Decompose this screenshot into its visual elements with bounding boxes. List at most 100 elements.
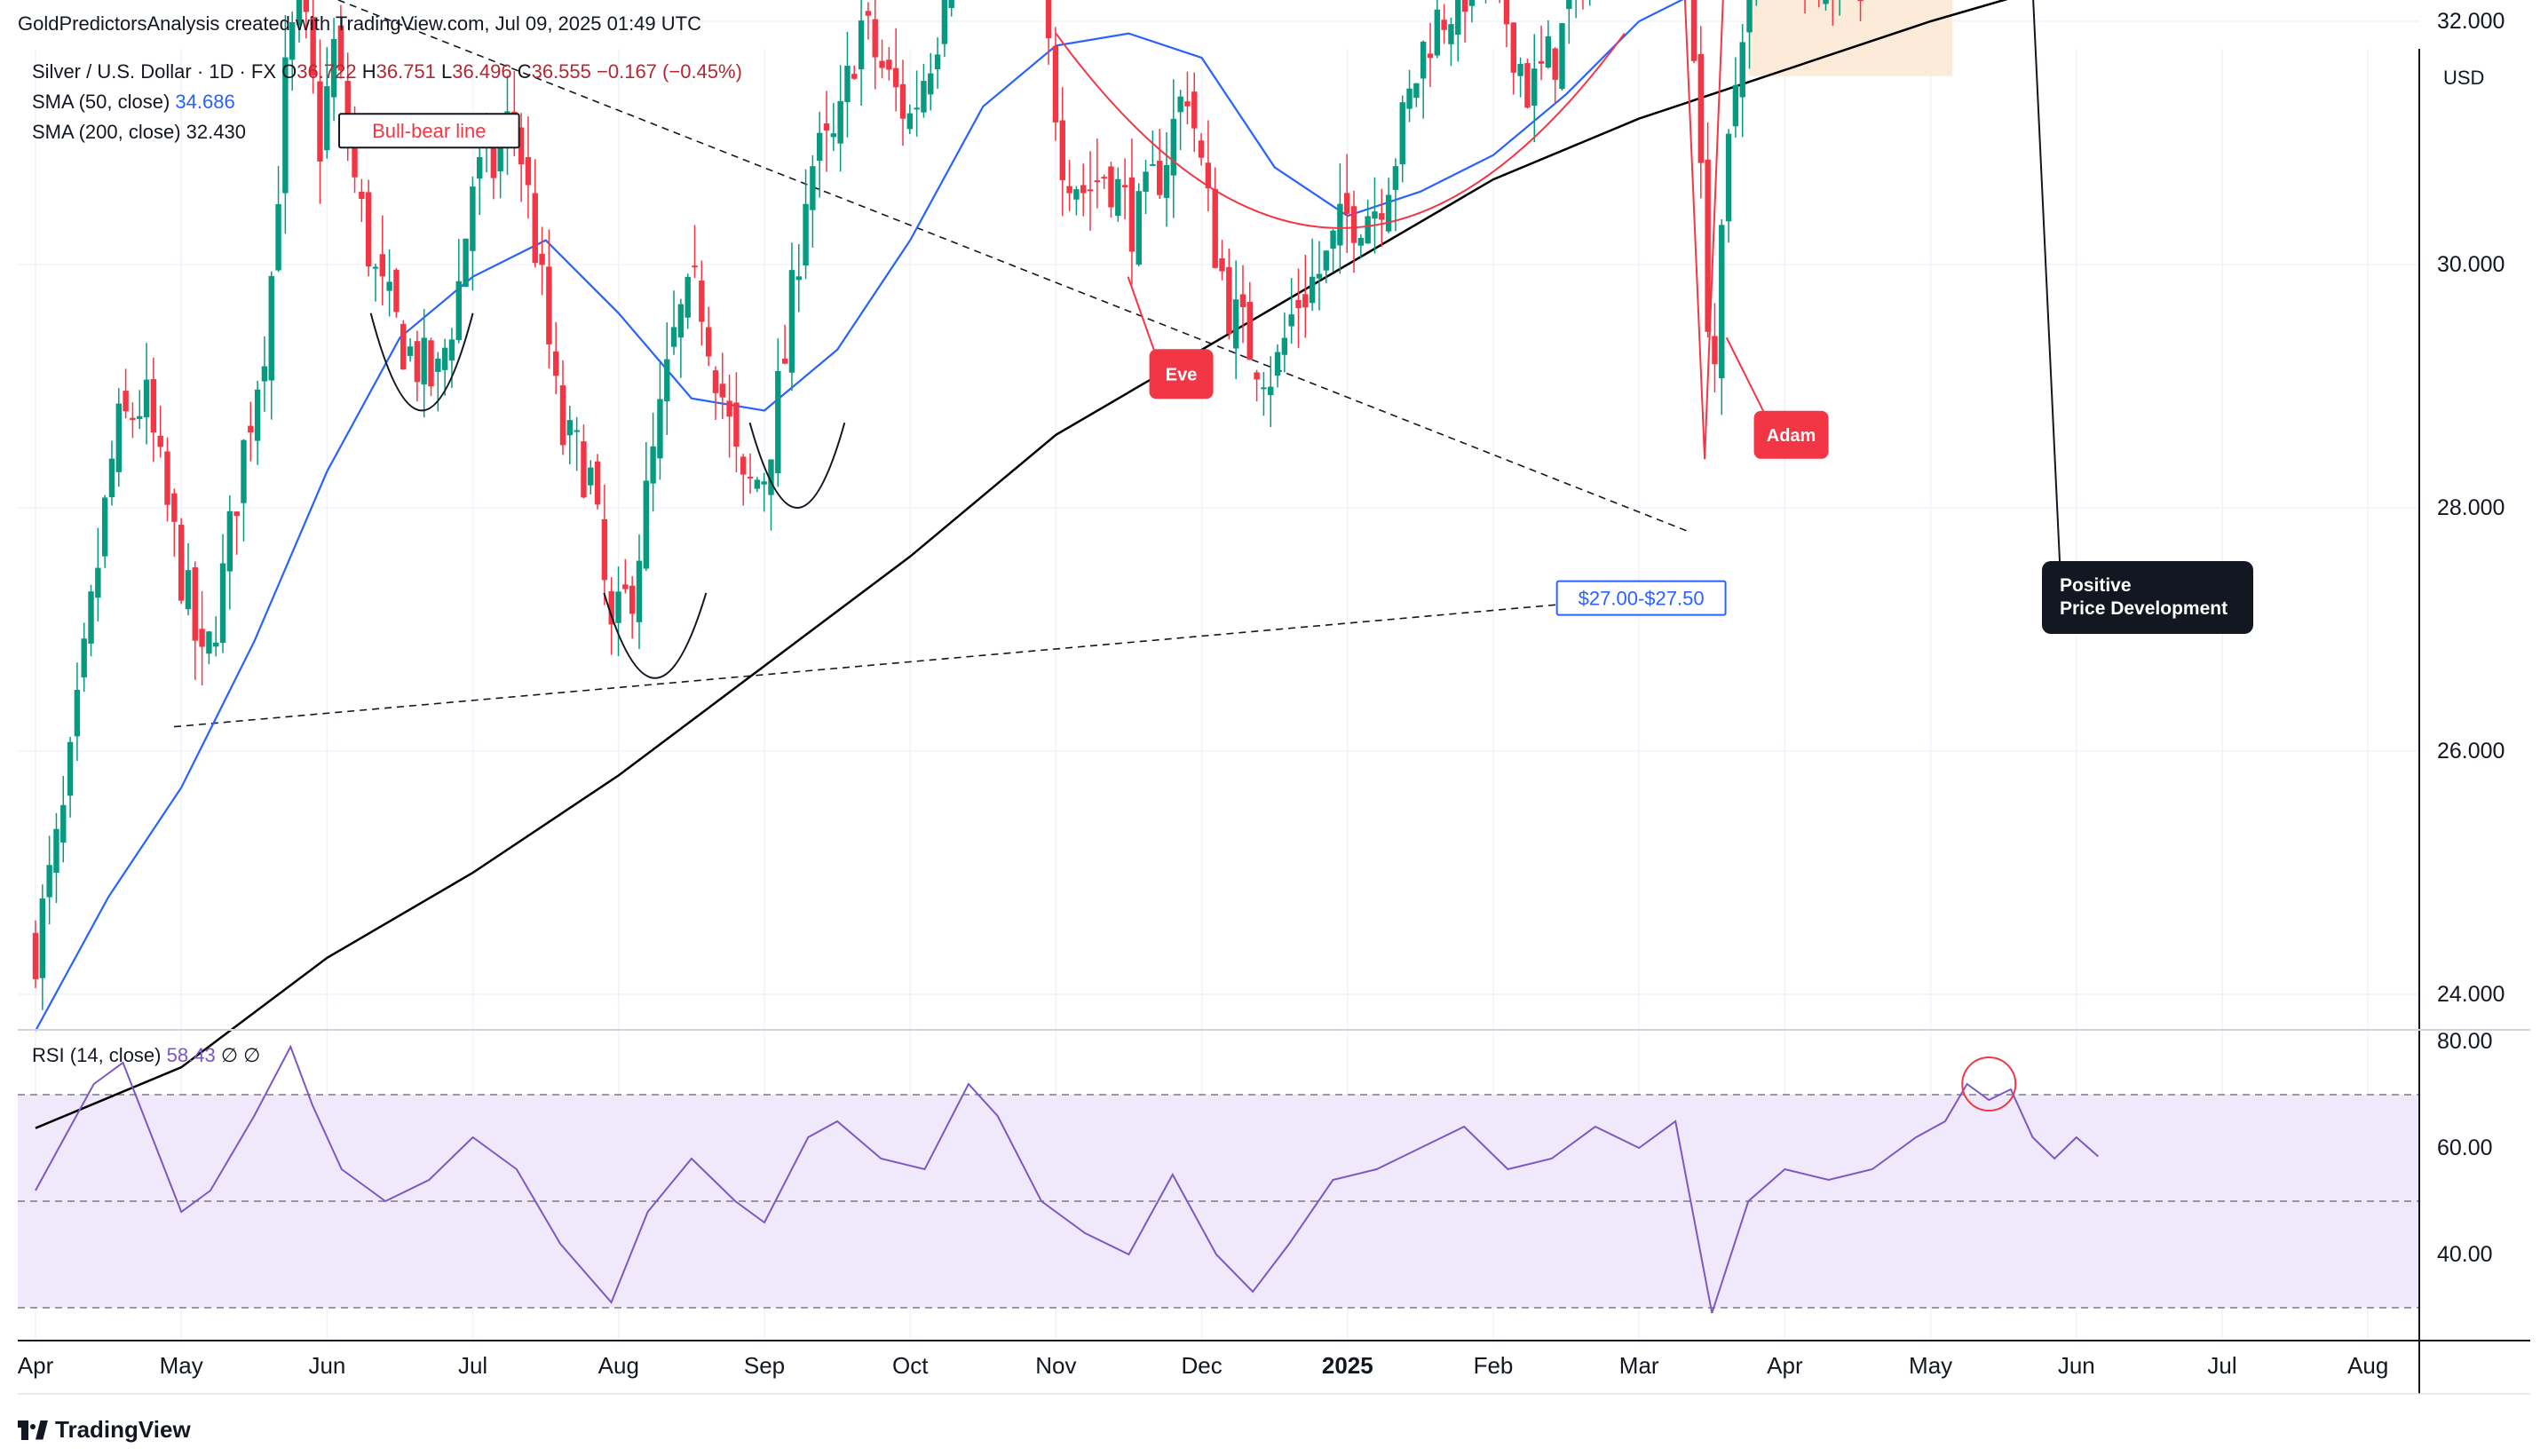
- candle-body: [1121, 185, 1128, 187]
- candle-body: [670, 327, 677, 347]
- candle-body: [892, 67, 899, 88]
- candle-body: [164, 451, 170, 505]
- candle-body: [1226, 266, 1232, 335]
- candle-body: [1239, 294, 1246, 307]
- candle-body: [254, 389, 261, 441]
- candle-body: [1719, 225, 1725, 379]
- candle-body: [379, 254, 385, 277]
- candle-body: [601, 518, 608, 581]
- candle-body: [879, 60, 885, 68]
- candle-body: [1468, 0, 1476, 6]
- candle-body: [1746, 0, 1753, 33]
- candle-body: [1052, 45, 1059, 123]
- cup-arc-sep: [748, 422, 846, 509]
- candle-body: [928, 73, 934, 95]
- candle-body: [490, 143, 497, 178]
- candle-body: [525, 156, 532, 186]
- target-zone-label: $27.00-$27.50: [1579, 587, 1705, 609]
- candle-body: [1399, 102, 1405, 165]
- candle-body: [795, 276, 802, 281]
- candle-body: [1420, 41, 1427, 79]
- candle-body: [546, 266, 552, 344]
- bull-bear-label-box: [338, 113, 520, 149]
- candle-body: [219, 563, 226, 644]
- candle-body: [455, 281, 462, 341]
- candle-body: [1045, 0, 1052, 39]
- candle-body: [1198, 140, 1205, 158]
- candle-body: [1344, 193, 1350, 214]
- candle-body: [539, 253, 545, 265]
- time-tick-label: Apr: [18, 1352, 54, 1379]
- change-value: −0.167 (−0.45%): [597, 60, 742, 83]
- candle-body: [684, 276, 691, 318]
- candle-body: [421, 337, 427, 384]
- candle-body: [830, 133, 837, 138]
- candle-body: [1823, 0, 1829, 4]
- price-tick-label: 24.000: [2437, 982, 2504, 1007]
- candle-body: [477, 156, 483, 179]
- candle-body: [823, 123, 830, 131]
- candle-body: [629, 585, 636, 614]
- candle-body: [1156, 160, 1163, 195]
- candle-body: [372, 266, 379, 269]
- candle-body: [1177, 96, 1183, 113]
- time-tick-label: 2025: [1322, 1352, 1373, 1379]
- candle-body: [497, 144, 503, 172]
- candle-body: [754, 479, 761, 489]
- candle-body: [1288, 314, 1294, 327]
- price-tick-label: 32.000: [2437, 9, 2504, 34]
- candle-body: [1517, 64, 1523, 76]
- candle-body: [733, 402, 740, 447]
- candle-body: [74, 690, 81, 737]
- candle-body: [837, 100, 843, 144]
- candle-body: [344, 81, 351, 139]
- candle-body: [248, 425, 254, 433]
- candle-body: [643, 480, 650, 569]
- candle-body: [1094, 180, 1101, 183]
- candle-body: [324, 86, 330, 151]
- candle-body: [851, 74, 858, 79]
- time-tick-label: Dec: [1181, 1352, 1222, 1379]
- candle-body: [407, 346, 414, 356]
- candle-body: [1205, 162, 1212, 189]
- candle-body: [941, 0, 948, 44]
- sma50-legend[interactable]: SMA (50, close) 34.686: [32, 91, 235, 113]
- time-tick-label: Jul: [2207, 1352, 2236, 1379]
- time-tick-label: Apr: [1767, 1352, 1803, 1379]
- candle-body: [296, 0, 303, 26]
- candle-body: [199, 629, 205, 647]
- axes: 24.00026.00028.00030.00032.00034.00036.0…: [18, 9, 2530, 1395]
- close-value: 36.555: [531, 60, 591, 83]
- cup-arc-jun: [369, 313, 474, 412]
- bull-bear-trendline: [336, 0, 1690, 534]
- sma200-legend[interactable]: SMA (200, close) 32.430: [32, 121, 246, 143]
- candle-body: [32, 932, 39, 979]
- eve-label-box: [1149, 349, 1214, 400]
- symbol-legend: Silver / U.S. Dollar · 1D · FX O36.722 H…: [32, 60, 742, 83]
- candle-body: [192, 566, 198, 641]
- candle-body: [448, 339, 455, 361]
- candle-body: [1441, 20, 1447, 30]
- high-value: 36.751: [376, 60, 436, 83]
- rsi-line: [35, 1044, 2100, 1314]
- time-tick-label: Jul: [458, 1352, 487, 1379]
- symbol-name[interactable]: Silver / U.S. Dollar · 1D · FX: [32, 60, 277, 83]
- candle-body: [1455, 0, 1461, 36]
- candle-body: [1448, 24, 1454, 44]
- target-zone-label-box: [1555, 580, 1727, 616]
- candle-body: [1143, 171, 1149, 192]
- tradingview-footer[interactable]: TradingView: [18, 1416, 191, 1444]
- candle-body: [53, 828, 59, 874]
- sma200-line: [35, 0, 2008, 1129]
- candle-body: [775, 370, 781, 474]
- candle-body: [1128, 177, 1136, 252]
- rsi-legend[interactable]: RSI (14, close) 58.43 ∅ ∅: [32, 1044, 261, 1066]
- candle-body: [108, 458, 115, 498]
- candle-body: [1212, 188, 1218, 268]
- candle-body: [1697, 53, 1705, 163]
- candle-body: [559, 384, 566, 446]
- candle-body: [1552, 48, 1558, 80]
- sma50-line: [35, 0, 1684, 1032]
- candle-body: [1066, 186, 1072, 194]
